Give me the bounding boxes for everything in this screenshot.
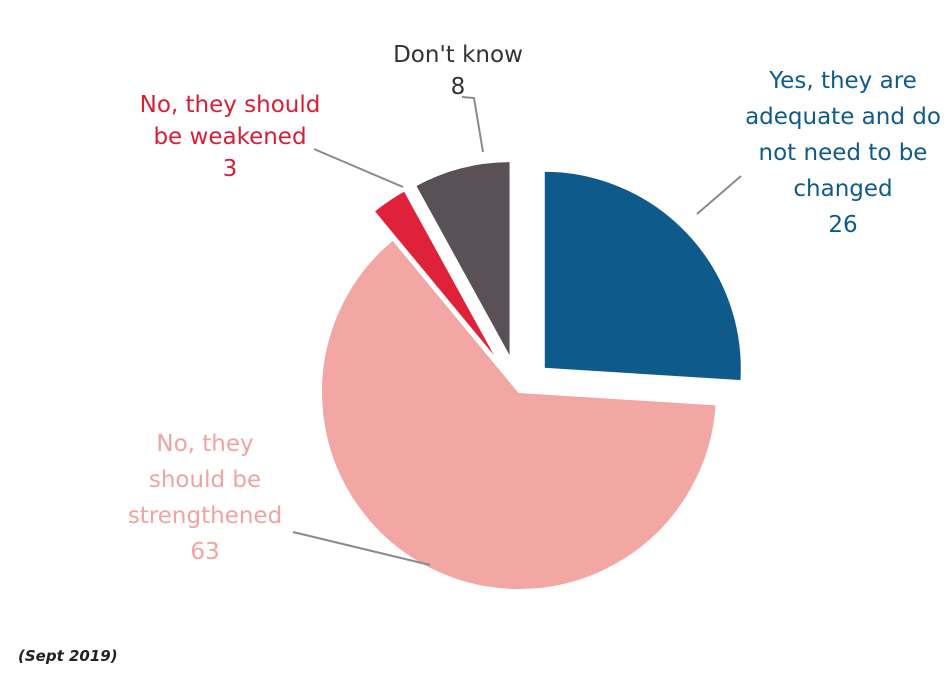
chart-footnote: (Sept 2019) (18, 647, 118, 665)
slice-value-label: 8 (451, 74, 466, 100)
slice-label-0: Yes, they are adequate and do not need to … (745, 68, 941, 238)
slice-label-line: adequate and do (745, 104, 941, 130)
slice-label-line: not need to be (759, 140, 928, 166)
pie-slice-2 (372, 189, 501, 365)
slice-label-1: No, they should be strengthened 63 (128, 431, 282, 565)
slice-value-label: 63 (190, 539, 219, 565)
pie-slice-1 (320, 238, 718, 591)
leader-line-1 (292, 531, 431, 566)
slice-label-line: Don't know (393, 42, 523, 68)
slice-label-line: No, they (156, 431, 253, 457)
leader-line-2 (313, 148, 404, 188)
slice-label-2: No, they should be weakened 3 (140, 92, 321, 182)
slice-label-3: Don't know 8 (393, 42, 523, 100)
leader-line-0 (696, 175, 742, 215)
slice-value-label: 26 (828, 212, 857, 238)
slice-label-line: should be (149, 467, 261, 493)
slice-label-line: Yes, they are (768, 68, 917, 94)
slice-label-line: be weakened (153, 124, 306, 150)
leader-line-3 (461, 96, 484, 153)
pie-slice-0 (542, 169, 743, 383)
slice-label-line: No, they should (140, 92, 321, 118)
slice-label-line: changed (793, 176, 892, 202)
slice-label-line: strengthened (128, 503, 282, 529)
slice-value-label: 3 (223, 156, 238, 182)
pie-slice-3 (413, 160, 512, 360)
